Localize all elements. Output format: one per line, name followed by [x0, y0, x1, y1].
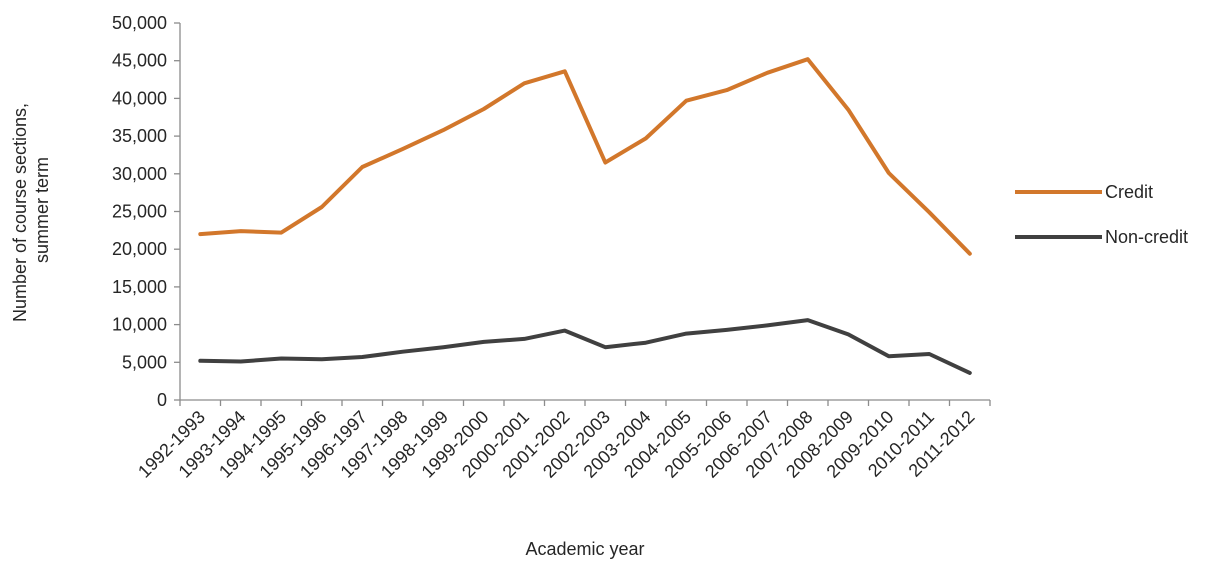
y-tick-label: 25,000: [112, 202, 167, 222]
series-line-credit: [198, 57, 972, 256]
y-tick-label: 5,000: [122, 352, 167, 372]
y-tick-label: 20,000: [112, 239, 167, 259]
legend: Credit Non-credit: [1015, 182, 1188, 247]
y-tick-label: 45,000: [112, 51, 167, 71]
x-axis-title: Academic year: [525, 539, 644, 559]
y-tick-label: 35,000: [112, 126, 167, 146]
y-tick-label: 10,000: [112, 315, 167, 335]
legend-label-non-credit: Non-credit: [1105, 227, 1188, 247]
y-tick-label: 30,000: [112, 164, 167, 184]
svg-text:Number of course sections,: Number of course sections, summer term: [10, 98, 52, 322]
y-axis-title: Number of course sections, summer term: [10, 98, 52, 322]
x-axis: 1992-19931993-19941994-19951995-19961996…: [134, 399, 991, 482]
y-tick-label: 50,000: [112, 13, 167, 33]
series-layer: [198, 57, 972, 375]
y-axis-title-line-2: summer term: [32, 157, 52, 263]
y-axis: 0 5,000 10,000 15,000 20,000 25,000 30,000 35,0…: [112, 13, 181, 410]
y-tick-label: 15,000: [112, 277, 167, 297]
y-tick-label: 40,000: [112, 88, 167, 108]
y-axis-title-line-1: Number of course sections,: [10, 103, 30, 322]
legend-label-credit: Credit: [1105, 182, 1153, 202]
series-line-non-credit: [198, 318, 972, 375]
y-tick-label: 0: [157, 390, 167, 410]
